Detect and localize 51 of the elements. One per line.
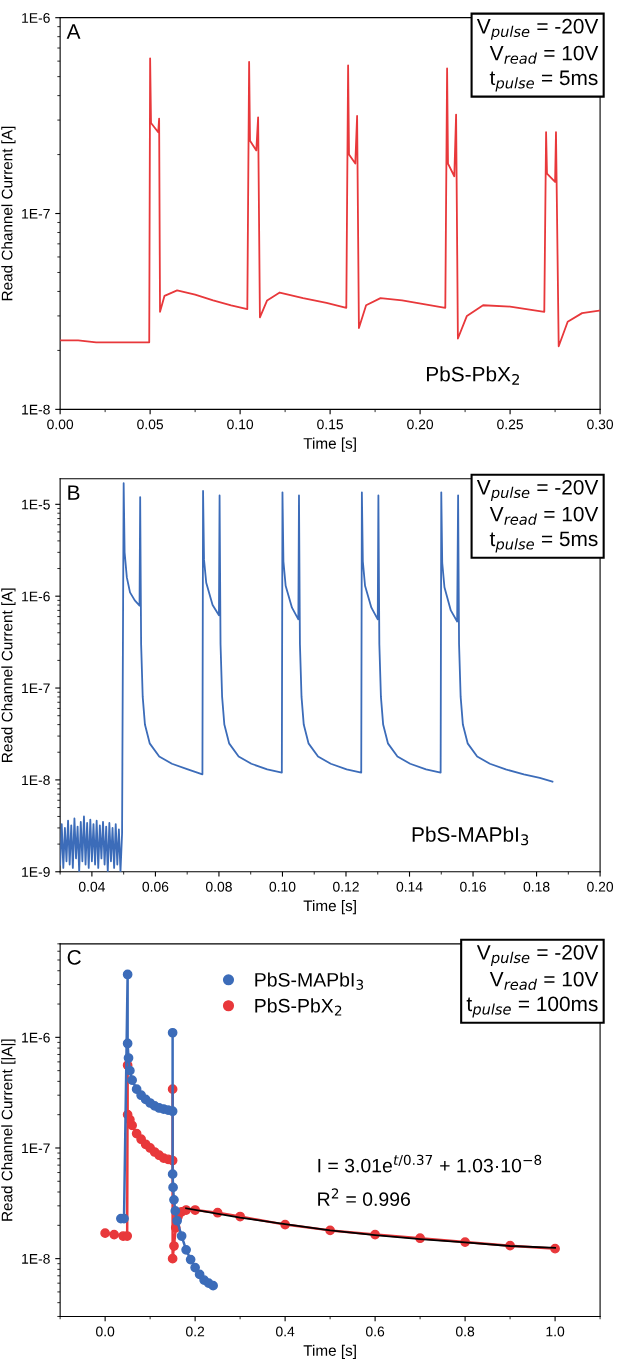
x-tick-label: 0.4 (276, 1326, 295, 1337)
y-tick-label: 1E-8 (22, 775, 50, 786)
x-tick-label: 0.20 (587, 881, 614, 892)
y-tick-label: 1E-7 (22, 209, 50, 219)
y-axis-title: Read Channel Current [|A|] (1, 1039, 16, 1221)
text: V$_{pulse}$ = -20V V$_{read}$ = 10V t$_{pulse}$ = 5ms (476, 18, 599, 92)
x-axis-title: Time [s] (303, 437, 356, 452)
y-tick-label: 1E-8 (22, 404, 50, 415)
x-tick-label: 0.16 (460, 881, 486, 892)
x-tick-label: 0.12 (333, 881, 359, 892)
x-tick-label: 0.6 (366, 1326, 385, 1337)
x-tick-label: 0.14 (396, 881, 423, 892)
x-tick-label: 1.0 (546, 1326, 565, 1337)
annotation: PbS-MAPbI$_{3}$ (412, 826, 529, 846)
x-tick-label: 0.20 (407, 419, 434, 430)
x-tick-label: 0.18 (523, 881, 550, 892)
y-tick-label: 1E-6 (22, 1032, 50, 1043)
x-tick-label: 0.30 (587, 419, 614, 430)
x-tick-label: 0.06 (142, 881, 169, 892)
y-tick-label: 1E-8 (22, 1253, 50, 1264)
annotation: I = 3.01e$^{t/0.37}$ + 1.03·10$^{−8}$ (318, 1154, 542, 1173)
x-tick-label: 0.00 (47, 419, 74, 430)
x-axis-title: Time [s] (303, 899, 356, 915)
x-tick-label: 0.08 (205, 881, 232, 892)
x-tick-label: 0.15 (317, 419, 344, 430)
x-tick-label: 0.05 (137, 419, 164, 430)
x-tick-label: 0.10 (227, 419, 254, 430)
y-tick-label: 1E-9 (22, 867, 50, 877)
x-tick-label: 0.25 (497, 419, 524, 430)
x-axis-title: Time [s] (303, 1344, 356, 1359)
text: V$_{pulse}$ = -20V V$_{read}$ = 10V t$_{pulse}$ = 100ms (466, 944, 599, 1018)
legend-label: PbS-MAPbI$_{3}$ (255, 972, 364, 990)
y-axis-title: Read Channel Current [A] (1, 126, 16, 301)
x-tick-label: 0.04 (78, 881, 106, 892)
y-tick-label: 1E-7 (22, 683, 50, 694)
y-tick-label: 1E-6 (22, 591, 50, 602)
annotation: A (66, 24, 81, 39)
y-tick-label: 1E-6 (22, 13, 50, 23)
y-tick-label: 1E-7 (22, 1143, 50, 1154)
annotation: PbS-PbX$_{2}$ (426, 366, 519, 385)
x-tick-label: 0.0 (96, 1326, 115, 1337)
x-tick-label: 0.10 (269, 881, 296, 892)
y-axis-title: Read Channel Current [A] (1, 588, 16, 762)
annotation: B (68, 485, 80, 500)
legend-label: PbS-PbX$_{2}$ (255, 998, 342, 1016)
y-tick-label: 1E-5 (22, 499, 50, 510)
text: V$_{pulse}$ = -20V V$_{read}$ = 10V t$_{pulse}$ = 5ms (476, 479, 599, 553)
annotation: R$^{2}$ = 0.996 (318, 1188, 410, 1207)
x-tick-label: 0.8 (455, 1326, 475, 1337)
x-tick-label: 0.2 (186, 1326, 205, 1337)
annotation: C (67, 949, 81, 965)
